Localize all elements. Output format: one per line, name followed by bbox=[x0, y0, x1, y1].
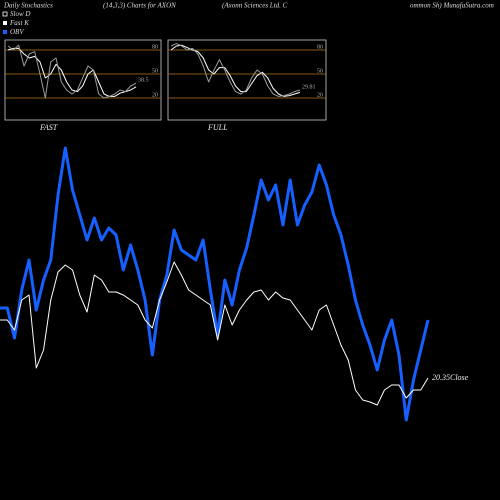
end-label: 38.5 bbox=[138, 78, 149, 84]
panel-frame bbox=[4, 39, 162, 121]
y-tick-label: 50 bbox=[152, 68, 158, 74]
series-line bbox=[7, 44, 137, 99]
legend-swatch bbox=[2, 11, 8, 17]
series-line bbox=[0, 261, 429, 406]
legend-label: Slow D bbox=[10, 10, 30, 18]
series-line bbox=[170, 43, 301, 97]
series-line bbox=[0, 146, 430, 422]
legend-swatch bbox=[3, 21, 7, 25]
y-tick-label: 20 bbox=[317, 92, 323, 98]
legend-swatch bbox=[3, 30, 7, 34]
y-tick-label: 80 bbox=[317, 44, 323, 50]
series-line bbox=[170, 44, 301, 97]
panel-title: FULL bbox=[207, 123, 228, 132]
panel-frame bbox=[167, 39, 327, 121]
end-value: 20.35 bbox=[432, 373, 450, 382]
legend-label: OBV bbox=[10, 28, 24, 36]
y-tick-label: 50 bbox=[317, 68, 323, 74]
header-part: Daily Stochastics bbox=[3, 2, 53, 10]
series-line bbox=[7, 47, 137, 97]
header-part: (14,3,3) Charts for AXON bbox=[103, 2, 176, 10]
y-tick-label: 80 bbox=[152, 44, 158, 50]
y-tick-label: 20 bbox=[152, 92, 158, 98]
legend-label: Fast K bbox=[9, 19, 29, 27]
header-part: ommon Sh) MunafaSutra.com bbox=[410, 2, 494, 10]
end-label: 20.35Close bbox=[432, 373, 469, 382]
header-part: (Axonn Sciences Ltd. C bbox=[222, 2, 288, 10]
panel-title: FAST bbox=[39, 123, 58, 132]
series-name: Close bbox=[450, 373, 469, 382]
end-label: 29.81 bbox=[302, 85, 316, 91]
